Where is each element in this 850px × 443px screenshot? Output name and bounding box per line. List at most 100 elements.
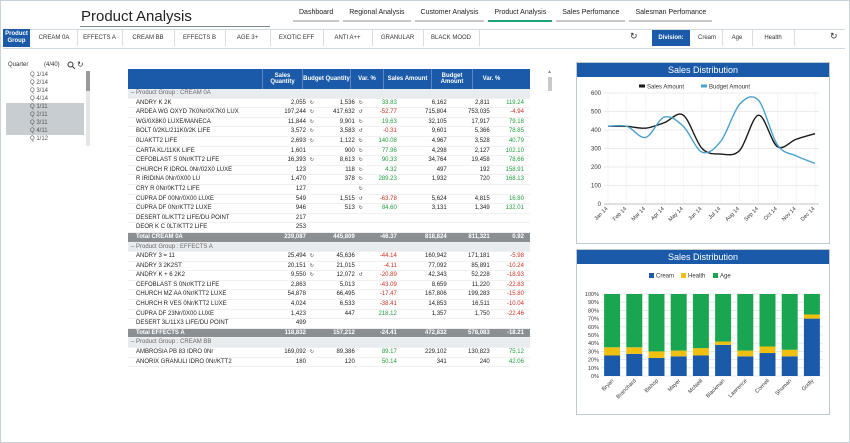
slicer-item[interactable]: Q 2/11	[6, 111, 84, 119]
column-header[interactable]: Var. %	[350, 69, 383, 89]
slicer-item[interactable]: Q 3/14	[30, 88, 49, 94]
slicer-scroll-thumb[interactable]	[86, 71, 90, 91]
slicer-item[interactable]: Q 1/14	[30, 72, 49, 78]
y-tick-label: 20%	[588, 358, 599, 364]
product-group-tab-cream-0a[interactable]: CREAM 0A	[31, 30, 78, 46]
column-header[interactable]: Budget Quantity	[302, 69, 350, 89]
bar-segment-cream[interactable]	[737, 356, 754, 376]
bar-segment-cream[interactable]	[692, 355, 709, 377]
budget-quantity: 447	[344, 310, 355, 317]
column-header[interactable]: Sales Amount	[383, 69, 431, 89]
amount-variance: 79.18	[508, 118, 524, 125]
product-name: ANDRY K 2K	[136, 99, 172, 106]
collapse-icon[interactable]: –	[131, 90, 137, 96]
bar-segment-health[interactable]	[715, 341, 732, 345]
x-tick-label: Shuman	[774, 378, 793, 397]
budget-quantity: 9,901	[339, 118, 355, 125]
bar-segment-age[interactable]	[692, 294, 709, 349]
bar-segment-age[interactable]	[803, 294, 820, 315]
bar-segment-cream[interactable]	[715, 344, 732, 376]
bar-segment-cream[interactable]	[604, 355, 621, 377]
product-group-tab-age-3[interactable]: AGE 3+	[225, 30, 271, 46]
nav-tab-sales-perfomance[interactable]: Sales Perfomance	[556, 9, 626, 22]
page-title: Product Analysis	[81, 8, 192, 25]
bar-segment-age[interactable]	[670, 294, 687, 351]
bar-segment-age[interactable]	[626, 294, 643, 348]
search-icon[interactable]	[67, 61, 76, 69]
group-name: Product Group : CREAM BB	[136, 339, 212, 346]
table-row: CEFOBLAST S 0Nr/KTT2 LIFE 2,863 5,013 -43.0…	[128, 281, 530, 291]
division-tab-cream[interactable]: Cream	[692, 30, 723, 46]
bar-segment-health[interactable]	[759, 346, 776, 354]
bar-segment-health[interactable]	[648, 351, 665, 358]
product-group-tab-effects-a[interactable]: EFFECTS A	[77, 30, 123, 46]
group-header-row[interactable]: – Product Group : CREAM BB	[128, 338, 530, 349]
column-header[interactable]: Budget Amount	[431, 69, 472, 89]
x-tick-label: Feb 14	[612, 206, 628, 222]
slicer-item[interactable]: Q 4/11	[6, 127, 84, 135]
sales-amount: 341	[436, 358, 447, 365]
budget-quantity: 900	[344, 147, 355, 154]
refresh-icon[interactable]: ↻	[830, 31, 838, 41]
sales-quantity: 3,572	[290, 128, 306, 135]
bar-segment-cream[interactable]	[626, 353, 643, 376]
bar-segment-age[interactable]	[715, 294, 732, 342]
bar-segment-age[interactable]	[648, 294, 665, 352]
nav-tab-customer-analysis[interactable]: Customer Analysis	[414, 9, 485, 22]
scroll-up-icon[interactable]: ▲	[547, 69, 552, 75]
column-header[interactable]	[128, 69, 262, 89]
bar-segment-health[interactable]	[803, 314, 820, 319]
bar-segment-cream[interactable]	[759, 353, 776, 376]
product-group-tab-granular[interactable]: GRANULAR	[372, 30, 424, 46]
division-tab-age[interactable]: Age	[722, 30, 753, 46]
collapse-icon[interactable]: –	[131, 243, 137, 250]
group-header-row[interactable]: – Product Group : CREAM 0A	[128, 89, 530, 99]
table-scrollbar[interactable]	[548, 77, 552, 91]
nav-tab-salesman-perfomance[interactable]: Salesman Perfomance	[629, 9, 713, 22]
bar-segment-health[interactable]	[670, 350, 687, 357]
bar-segment-health[interactable]	[781, 349, 798, 357]
group-header-row[interactable]: – Product Group : EFFECTS A	[128, 242, 530, 253]
bar-segment-cream[interactable]	[670, 356, 687, 376]
bar-segment-cream[interactable]	[781, 356, 798, 376]
bar-segment-health[interactable]	[604, 347, 621, 356]
nav-tab-regional-analysis[interactable]: Regional Analysis	[343, 9, 411, 22]
bar-segment-cream[interactable]	[648, 357, 665, 376]
bar-segment-age[interactable]	[737, 294, 754, 351]
nav-tab-dashboard[interactable]: Dashboard	[293, 9, 340, 22]
product-group-tab-cream-bb[interactable]: CREAM BB	[122, 30, 175, 46]
slicer-item[interactable]: Q 1/11	[6, 103, 84, 111]
bar-segment-health[interactable]	[692, 348, 709, 356]
bar-segment-health[interactable]	[626, 347, 643, 354]
product-group-tab-exotic-eff[interactable]: EXOTIC EFF	[270, 30, 324, 46]
product-group-tab-anti-a[interactable]: ANTI A++	[323, 30, 373, 46]
legend-label: Age	[720, 274, 731, 280]
bar-segment-age[interactable]	[759, 294, 776, 347]
product-group-tab-black-mood[interactable]: BLACK MOOD	[423, 30, 480, 46]
product-group-tab-effects-b[interactable]: EFFECTS B	[174, 30, 226, 46]
slicer-item[interactable]: Q 2/14	[30, 80, 49, 86]
slicer-item[interactable]: Q 4/14	[30, 96, 49, 102]
y-tick-label: 90%	[588, 300, 599, 306]
series-line-budget-amount[interactable]	[607, 96, 816, 164]
bar-segment-age[interactable]	[604, 294, 621, 348]
quantity-variance: 140.08	[378, 137, 397, 144]
column-header[interactable]: Var. %	[472, 69, 510, 89]
slicer-item[interactable]: Q 1/12	[30, 136, 49, 142]
slicer-scrollbar[interactable]	[86, 71, 90, 146]
column-header[interactable]: Sales Quantity	[262, 69, 302, 89]
collapse-icon[interactable]: –	[131, 339, 137, 346]
refresh-icon[interactable]: ↻	[630, 31, 638, 41]
budget-quantity	[316, 185, 357, 194]
bar-segment-health[interactable]	[737, 350, 754, 357]
budget-quantity	[316, 214, 357, 223]
division-tab-health[interactable]: Health	[752, 30, 795, 46]
bar-segment-cream[interactable]	[803, 318, 820, 376]
table-row: 0L/AKTT2 LIFE 2,693 ↻ 1,122 ↻ 140.08 4,967 3,52…	[128, 137, 530, 147]
bar-segment-age[interactable]	[781, 294, 798, 350]
clear-selection-icon[interactable]: ↻	[77, 60, 84, 69]
amount-variance: 102.10	[505, 147, 524, 154]
slicer-item[interactable]: Q 3/11	[6, 119, 84, 127]
y-tick-label: 0	[598, 202, 602, 208]
nav-tab-product-analysis[interactable]: Product Analysis	[488, 9, 553, 22]
